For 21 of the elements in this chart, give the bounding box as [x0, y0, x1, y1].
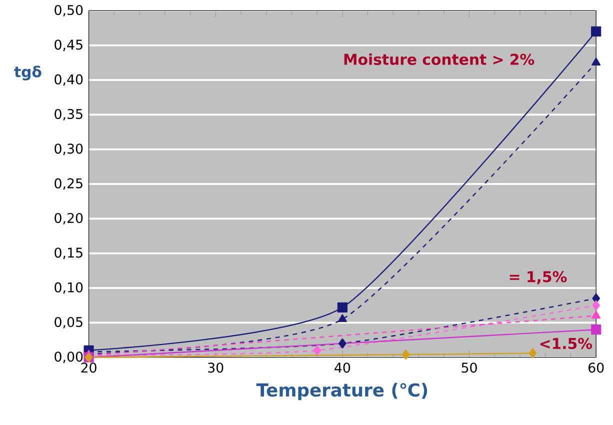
- y-tick-label: 0,00: [54, 352, 83, 364]
- y-axis-title: tgδ: [14, 66, 42, 80]
- y-tick-label: 0,20: [54, 212, 83, 224]
- y-tick-label: 0,50: [54, 4, 83, 16]
- annotation: = 1,5%: [510, 271, 567, 284]
- y-tick-label: 0,10: [54, 282, 83, 294]
- y-tick-label: 0,15: [54, 248, 82, 260]
- y-tick-label: 0,35: [54, 108, 82, 120]
- x-axis-title: Temperature (℃): [256, 382, 428, 400]
- annotation: Moisture content > 2%: [344, 53, 534, 65]
- y-tick-label: 0,05: [54, 316, 82, 328]
- x-tick-label: 30: [208, 362, 224, 373]
- y-tick-label: 0,45: [54, 40, 82, 52]
- x-tick-label: 50: [462, 362, 477, 373]
- x-tick-label: 60: [588, 362, 604, 373]
- x-tick-label: 40: [334, 362, 350, 373]
- y-tick-label: 0,40: [54, 74, 83, 86]
- x-tick-label: 20: [81, 362, 96, 373]
- annotation: <1.5%: [540, 338, 592, 350]
- y-tick-label: 0,25: [54, 178, 82, 190]
- y-tick-label: 0,30: [54, 144, 83, 156]
